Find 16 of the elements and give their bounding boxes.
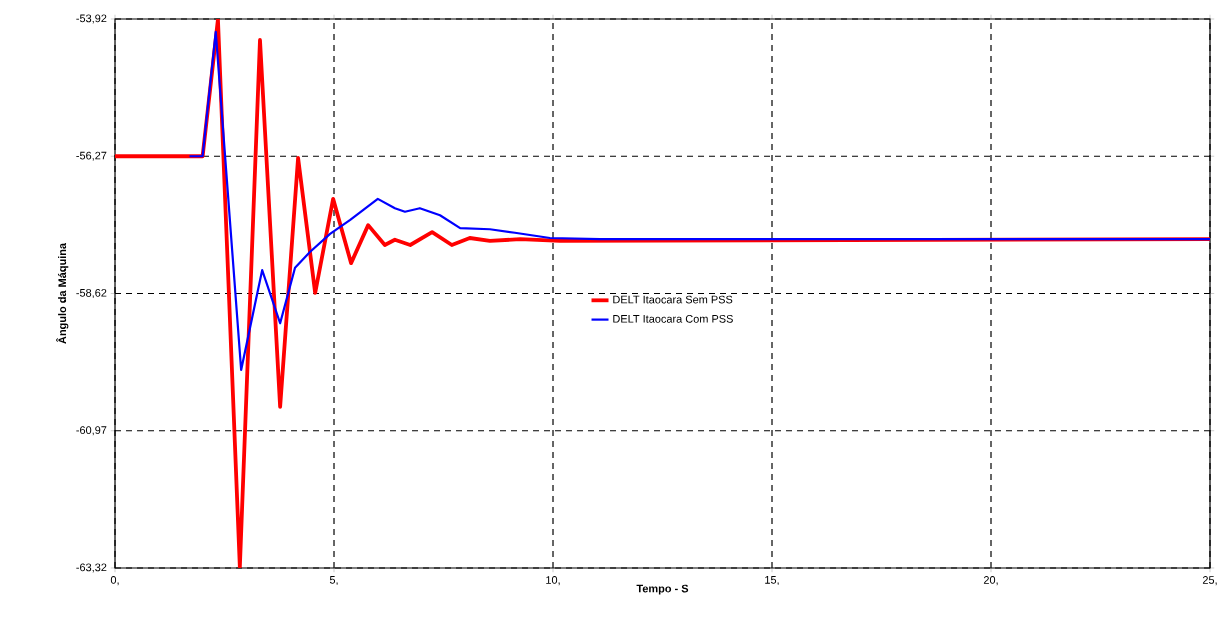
legend-label: DELT Itaocara Com PSS: [613, 314, 733, 323]
x-tick-label: 0,: [110, 576, 119, 586]
y-tick-label: -63,32: [76, 563, 107, 573]
x-tick-label: 15,: [765, 576, 779, 586]
y-tick-label: -53,92: [76, 14, 107, 24]
y-tick-label: -60,97: [76, 426, 107, 436]
x-tick-label: 25,: [1202, 576, 1217, 586]
x-tick-label: 5,: [329, 576, 338, 586]
x-axis-title: Tempo - S: [636, 584, 689, 595]
x-tick-label: 10,: [546, 576, 560, 586]
x-tick-label: 20,: [983, 576, 998, 586]
legend-label: DELT Itaocara Sem PSS: [613, 295, 733, 304]
y-axis-title: Ângulo da Máquina: [56, 242, 69, 344]
y-tick-label: -58,62: [76, 288, 107, 299]
y-tick-label: -56,27: [76, 151, 107, 161]
line-series: [188, 30, 1210, 372]
